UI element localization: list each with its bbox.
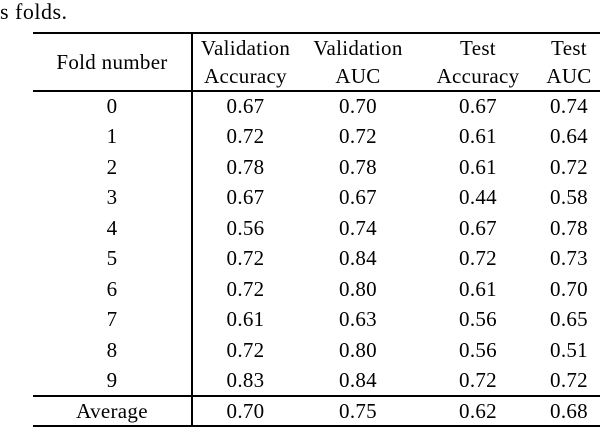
col-header-validation-accuracy-line2: Accuracy	[204, 63, 287, 88]
value-cell: 0.72	[226, 246, 265, 271]
value-cell: 0.64	[550, 124, 588, 149]
value-cell: 0.67	[459, 94, 497, 119]
fold-number-cell: 0	[33, 91, 193, 122]
value-cell: 0.61	[226, 307, 265, 332]
col-header-test-accuracy-line1: Test	[460, 35, 496, 60]
header-row-2: Accuracy AUC Accuracy AUC	[33, 62, 600, 91]
average-value-cell: 0.75	[339, 398, 377, 423]
value-cell: 0.70	[550, 276, 588, 301]
value-cell: 0.61	[459, 276, 497, 301]
fold-number-cell: 5	[33, 243, 193, 274]
fold-number-cell: 2	[33, 152, 193, 183]
value-cell: 0.67	[226, 185, 265, 210]
table-footer: Average 0.70 0.75 0.62 0.68	[33, 396, 600, 426]
fold-number-cell: 6	[33, 274, 193, 305]
value-cell: 0.84	[339, 246, 377, 271]
value-cell: 0.61	[459, 154, 497, 179]
value-cell: 0.74	[550, 94, 588, 119]
value-cell: 0.56	[459, 337, 497, 362]
value-cell: 0.72	[226, 124, 265, 149]
value-cell: 0.72	[550, 367, 588, 392]
table-row-fold-2: 2 0.78 0.78 0.61 0.72	[33, 152, 600, 183]
average-value-cell: 0.70	[226, 398, 265, 423]
value-cell: 0.72	[550, 154, 588, 179]
value-cell: 0.72	[459, 367, 497, 392]
value-cell: 0.74	[339, 215, 377, 240]
col-header-test-auc-line2: AUC	[546, 63, 592, 88]
value-cell: 0.70	[339, 94, 377, 119]
table-row-fold-6: 6 0.72 0.80 0.61 0.70	[33, 274, 600, 305]
value-cell: 0.78	[226, 154, 265, 179]
value-cell: 0.61	[459, 124, 497, 149]
value-cell: 0.72	[226, 276, 265, 301]
col-header-validation-auc-line2: AUC	[335, 63, 381, 88]
fold-number-cell: 8	[33, 335, 193, 366]
value-cell: 0.78	[550, 215, 588, 240]
average-value-cell: 0.68	[550, 398, 588, 423]
col-header-test-auc-line1: Test	[551, 35, 587, 60]
value-cell: 0.67	[459, 215, 497, 240]
table-row-fold-8: 8 0.72 0.80 0.56 0.51	[33, 335, 600, 366]
caption-fragment: s folds.	[0, 0, 68, 24]
header-row-1: Fold number Validation Validation Test T…	[33, 33, 600, 91]
average-label-cell: Average	[33, 396, 193, 426]
value-cell: 0.73	[550, 246, 588, 271]
table-row-fold-4: 4 0.56 0.74 0.67 0.78	[33, 213, 600, 244]
value-cell: 0.80	[339, 337, 377, 362]
table-row-fold-5: 5 0.72 0.84 0.72 0.73	[33, 243, 600, 274]
value-cell: 0.67	[339, 185, 377, 210]
col-header-test-accuracy-line2: Accuracy	[436, 63, 520, 88]
fold-number-cell: 4	[33, 213, 193, 244]
value-cell: 0.80	[339, 276, 377, 301]
value-cell: 0.72	[459, 246, 497, 271]
table-row-fold-9: 9 0.83 0.84 0.72 0.72	[33, 365, 600, 396]
average-value-cell: 0.62	[459, 398, 497, 423]
value-cell: 0.72	[226, 337, 265, 362]
table-row-fold-3: 3 0.67 0.67 0.44 0.58	[33, 182, 600, 213]
fold-number-cell: 3	[33, 182, 193, 213]
value-cell: 0.56	[459, 307, 497, 332]
value-cell: 0.44	[459, 185, 497, 210]
cross-validation-results-table: Fold number Validation Validation Test T…	[33, 32, 600, 427]
value-cell: 0.51	[550, 337, 588, 362]
value-cell: 0.63	[339, 307, 377, 332]
average-row: Average 0.70 0.75 0.62 0.68	[33, 396, 600, 426]
table-header: Fold number Validation Validation Test T…	[33, 33, 600, 91]
value-cell: 0.65	[550, 307, 588, 332]
col-header-validation-accuracy-line1: Validation	[200, 35, 291, 60]
value-cell: 0.67	[226, 94, 265, 119]
value-cell: 0.72	[339, 124, 377, 149]
value-cell: 0.84	[339, 367, 377, 392]
col-header-fold-number: Fold number	[33, 33, 193, 91]
table-row-fold-1: 1 0.72 0.72 0.61 0.64	[33, 121, 600, 152]
value-cell: 0.56	[226, 215, 265, 240]
fold-number-cell: 9	[33, 365, 193, 396]
col-header-validation-auc-line1: Validation	[313, 35, 403, 60]
value-cell: 0.78	[339, 154, 377, 179]
fold-number-cell: 1	[33, 121, 193, 152]
fold-number-cell: 7	[33, 304, 193, 335]
table-row-fold-0: 0 0.67 0.70 0.67 0.74	[33, 91, 600, 122]
value-cell: 0.58	[550, 185, 588, 210]
table-row-fold-7: 7 0.61 0.63 0.56 0.65	[33, 304, 600, 335]
value-cell: 0.83	[226, 367, 265, 392]
table-body: 0 0.67 0.70 0.67 0.74 1 0.72 0.72 0.61 0…	[33, 91, 600, 396]
